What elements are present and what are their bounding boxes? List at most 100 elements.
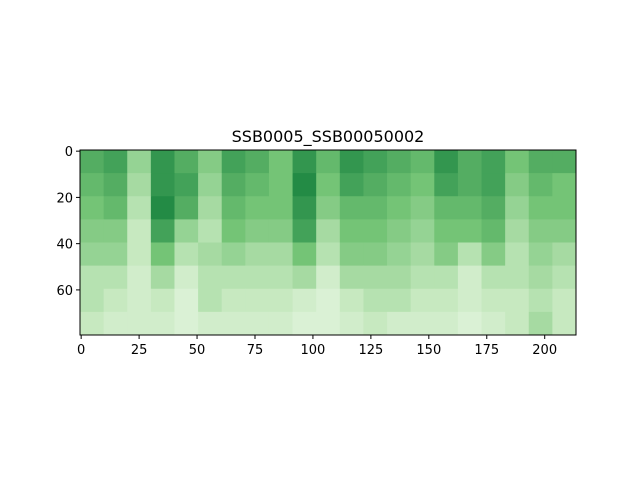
heatmap-cell bbox=[481, 288, 506, 313]
heatmap-cell bbox=[198, 150, 223, 174]
heatmap-cell bbox=[410, 219, 435, 243]
heatmap-cell bbox=[150, 219, 175, 243]
heatmap-cell bbox=[457, 150, 483, 174]
heatmap-cell bbox=[316, 265, 341, 290]
heatmap-cell bbox=[457, 288, 483, 313]
heatmap-cell bbox=[268, 265, 294, 290]
x-tick-label: 75 bbox=[247, 343, 264, 358]
heatmap-cell bbox=[103, 288, 128, 313]
heatmap-cell bbox=[387, 265, 412, 290]
heatmap-cell bbox=[80, 219, 105, 243]
heatmap-cell bbox=[434, 150, 459, 174]
heatmap-cell bbox=[80, 288, 105, 313]
heatmap-cell bbox=[221, 150, 246, 174]
heatmap-cell bbox=[174, 150, 199, 174]
heatmap-cell bbox=[245, 265, 270, 290]
heatmap-cell bbox=[505, 173, 530, 197]
heatmap-cell bbox=[505, 242, 530, 267]
heatmap-cell bbox=[198, 242, 223, 267]
heatmap-cell bbox=[410, 196, 435, 220]
heatmap-cell bbox=[528, 311, 553, 336]
heatmap-cell bbox=[103, 173, 128, 197]
heatmap-cell bbox=[127, 219, 152, 243]
heatmap-cell bbox=[457, 173, 483, 197]
heatmap-cell bbox=[292, 265, 317, 290]
heatmap-cell bbox=[198, 265, 223, 290]
heatmap-cell bbox=[481, 150, 506, 174]
heatmap-cell bbox=[457, 311, 483, 336]
heatmap-cell bbox=[127, 150, 152, 174]
heatmap-cell bbox=[552, 265, 577, 290]
heatmap-cell bbox=[387, 311, 412, 336]
heatmap-cell bbox=[174, 311, 199, 336]
heatmap-cell bbox=[127, 173, 152, 197]
heatmap-cell bbox=[292, 196, 317, 220]
heatmap-cell bbox=[80, 242, 105, 267]
heatmap-cell bbox=[434, 219, 459, 243]
x-tick-label: 125 bbox=[358, 343, 383, 358]
heatmap-cell bbox=[221, 311, 246, 336]
heatmap-cell bbox=[268, 196, 294, 220]
heatmap-cell bbox=[292, 242, 317, 267]
x-tick-label: 150 bbox=[416, 343, 441, 358]
heatmap-cell bbox=[505, 196, 530, 220]
heatmap-cell bbox=[316, 219, 341, 243]
heatmap-cell bbox=[221, 242, 246, 267]
heatmap-cell bbox=[221, 173, 246, 197]
heatmap-cell bbox=[505, 265, 530, 290]
heatmap-cell bbox=[528, 219, 553, 243]
heatmap-cell bbox=[528, 196, 553, 220]
heatmap-cell bbox=[552, 219, 577, 243]
heatmap-cell bbox=[103, 265, 128, 290]
heatmap-cell bbox=[434, 242, 459, 267]
heatmap-cell bbox=[457, 242, 483, 267]
heatmap-cell bbox=[481, 265, 506, 290]
heatmap-cell bbox=[150, 196, 175, 220]
heatmap-cell bbox=[103, 196, 128, 220]
heatmap-cell bbox=[410, 311, 435, 336]
heatmap-cell bbox=[363, 196, 388, 220]
y-tick-label: 0 bbox=[65, 145, 73, 160]
heatmap-cell bbox=[434, 173, 459, 197]
heatmap-cell bbox=[481, 173, 506, 197]
heatmap-cell bbox=[552, 242, 577, 267]
heatmap-cell bbox=[481, 219, 506, 243]
heatmap-cell bbox=[245, 173, 270, 197]
heatmap-cell bbox=[434, 288, 459, 313]
heatmap-cell bbox=[268, 311, 294, 336]
heatmap-cell bbox=[103, 219, 128, 243]
heatmap-cell bbox=[198, 311, 223, 336]
heatmap-cell bbox=[103, 242, 128, 267]
heatmap-cell bbox=[316, 196, 341, 220]
heatmap-cell bbox=[245, 311, 270, 336]
heatmap-cell bbox=[339, 196, 364, 220]
heatmap-cell bbox=[221, 265, 246, 290]
heatmap-cell bbox=[268, 150, 294, 174]
heatmap-cell bbox=[457, 265, 483, 290]
heatmap-cell bbox=[387, 242, 412, 267]
heatmap-cell bbox=[552, 196, 577, 220]
heatmap-cell bbox=[80, 196, 105, 220]
heatmap-cell bbox=[127, 288, 152, 313]
heatmap-cell bbox=[316, 150, 341, 174]
heatmap-cell bbox=[127, 242, 152, 267]
heatmap-cell bbox=[150, 265, 175, 290]
heatmap-cell bbox=[292, 288, 317, 313]
heatmap-cell bbox=[221, 288, 246, 313]
heatmap-cell bbox=[198, 173, 223, 197]
heatmap-cell bbox=[245, 288, 270, 313]
heatmap-cell bbox=[292, 150, 317, 174]
x-tick-label: 200 bbox=[532, 343, 557, 358]
heatmap-cell bbox=[292, 173, 317, 197]
heatmap-cell bbox=[80, 265, 105, 290]
heatmap-cell bbox=[410, 150, 435, 174]
heatmap-cell bbox=[528, 265, 553, 290]
x-tick-label: 0 bbox=[77, 343, 85, 358]
heatmap-cell bbox=[481, 311, 506, 336]
heatmap-cell bbox=[127, 265, 152, 290]
y-tick-label: 40 bbox=[56, 238, 73, 253]
heatmap-cell bbox=[387, 196, 412, 220]
heatmap-cell bbox=[363, 288, 388, 313]
heatmap-cell bbox=[387, 288, 412, 313]
y-tick-label: 20 bbox=[56, 191, 73, 206]
